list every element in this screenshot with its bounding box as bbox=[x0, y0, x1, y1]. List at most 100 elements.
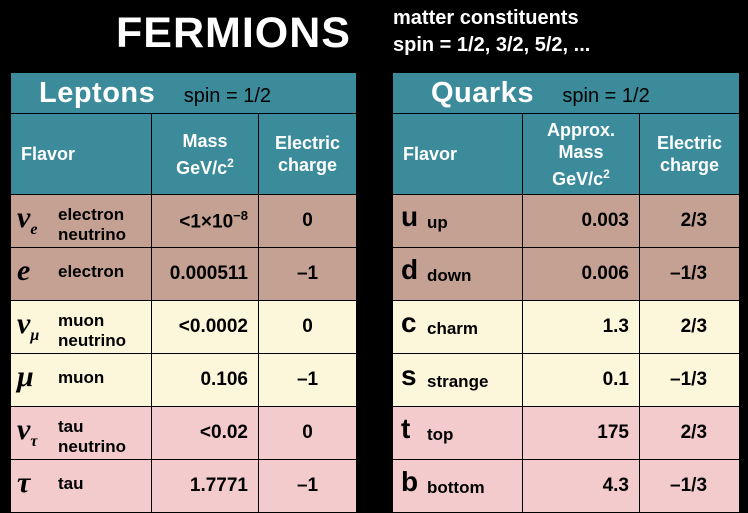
name-line2: neutrino bbox=[58, 331, 126, 350]
mass-value: 0.000511 bbox=[151, 247, 259, 301]
particle-symbol: μ bbox=[17, 360, 34, 393]
table-row: u up 0.003 2/3 bbox=[392, 194, 741, 248]
mass-value: 0.006 bbox=[522, 247, 640, 301]
column-header-mass: Mass GeV/c2 bbox=[151, 113, 259, 195]
table-row: νμ muon neutrino <0.0002 0 bbox=[10, 300, 358, 354]
quarks-column-headers: Flavor Approx. Mass GeV/c2 Electric char… bbox=[392, 113, 741, 195]
mass-value: <1×10−8 bbox=[151, 194, 259, 248]
mass-value: 1.7771 bbox=[151, 459, 259, 513]
name-line1: muon bbox=[58, 311, 105, 330]
leptons-section-header: Leptons spin = 1/2 bbox=[9, 72, 358, 114]
quark-symbol: d bbox=[401, 254, 419, 285]
symbol-sub: μ bbox=[30, 327, 40, 344]
particle-symbol: e bbox=[17, 254, 31, 287]
mass-value: 4.3 bbox=[522, 459, 640, 513]
charge-header-line1: Electric bbox=[656, 133, 723, 153]
charge-value: –1/3 bbox=[638, 459, 741, 513]
charge-value: –1 bbox=[257, 459, 358, 513]
quarks-spin: spin = 1/2 bbox=[562, 84, 650, 107]
column-header-charge: Electric charge bbox=[257, 113, 358, 195]
particle-symbol: τ bbox=[17, 466, 31, 499]
mass-value: 0.106 bbox=[151, 353, 259, 407]
symbol-sub: τ bbox=[30, 433, 38, 450]
quark-name: down bbox=[427, 266, 472, 285]
charge-header-line1: Electric bbox=[274, 133, 341, 153]
particle-name: electron neutrino bbox=[58, 205, 126, 245]
mass-value: 175 bbox=[522, 406, 640, 460]
quark-symbol: s bbox=[401, 360, 417, 391]
quark-name: charm bbox=[427, 319, 479, 338]
charge-value: –1 bbox=[257, 247, 358, 301]
charge-header-line2: charge bbox=[278, 155, 338, 175]
symbol-main: ν bbox=[17, 307, 31, 340]
subtitle-line-2: spin = 1/2, 3/2, 5/2, ... bbox=[393, 34, 591, 56]
name-line1: electron bbox=[58, 205, 125, 224]
quarks-section-header: Quarks spin = 1/2 bbox=[391, 72, 741, 114]
particle-name: electron bbox=[58, 262, 125, 281]
mass-header-line3: GeV/c bbox=[552, 168, 604, 189]
leptons-title: Leptons bbox=[39, 76, 156, 109]
quark-name: up bbox=[427, 213, 448, 232]
table-row: νe electron neutrino <1×10−8 0 bbox=[10, 194, 358, 248]
page-title: FERMIONS bbox=[116, 9, 351, 57]
quarks-title: Quarks bbox=[431, 76, 534, 109]
table-row: c charm 1.3 2/3 bbox=[392, 300, 741, 354]
mass-header-exp: 2 bbox=[603, 166, 610, 181]
charge-value: 2/3 bbox=[638, 194, 741, 248]
name-line2: neutrino bbox=[58, 437, 126, 456]
particle-name: muon neutrino bbox=[58, 311, 126, 351]
column-header-mass: Approx. Mass GeV/c2 bbox=[522, 113, 640, 195]
quark-symbol: c bbox=[401, 307, 417, 338]
table-row: t top 175 2/3 bbox=[392, 406, 741, 460]
table-row: e electron 0.000511 –1 bbox=[10, 247, 358, 301]
charge-header-line2: charge bbox=[660, 155, 720, 175]
mass-header-line2: Mass bbox=[558, 141, 604, 162]
table-row: τ tau 1.7771 –1 bbox=[10, 459, 358, 513]
column-header-flavor: Flavor bbox=[10, 113, 152, 195]
symbol-main: ν bbox=[17, 201, 31, 234]
quarks-table: Quarks spin = 1/2 Flavor Approx. Mass Ge… bbox=[391, 72, 741, 513]
symbol-sub: e bbox=[30, 221, 38, 238]
quark-name: top bbox=[427, 425, 454, 444]
mass-value: 0.003 bbox=[522, 194, 640, 248]
particle-name: tau bbox=[58, 474, 84, 493]
charge-value: 0 bbox=[257, 194, 358, 248]
leptons-table: Leptons spin = 1/2 Flavor Mass GeV/c2 El… bbox=[9, 72, 358, 513]
table-row: ντ tau neutrino <0.02 0 bbox=[10, 406, 358, 460]
mass-mantissa: <1×10 bbox=[179, 211, 234, 233]
charge-value: –1/3 bbox=[638, 353, 741, 407]
leptons-spin: spin = 1/2 bbox=[183, 84, 272, 107]
name-line1: tau bbox=[58, 417, 84, 436]
table-row: s strange 0.1 –1/3 bbox=[392, 353, 741, 407]
charge-value: 2/3 bbox=[638, 300, 741, 354]
mass-value: <0.0002 bbox=[151, 300, 259, 354]
particle-symbol: ντ bbox=[17, 413, 37, 451]
quark-symbol: u bbox=[401, 201, 419, 232]
particle-symbol: νe bbox=[17, 201, 37, 239]
table-row: d down 0.006 –1/3 bbox=[392, 247, 741, 301]
quark-name: strange bbox=[427, 372, 489, 391]
particle-name: muon bbox=[58, 368, 105, 387]
subtitle-line-1: matter constituents bbox=[393, 7, 579, 29]
charge-value: –1 bbox=[257, 353, 358, 407]
mass-value: 1.3 bbox=[522, 300, 640, 354]
charge-value: 2/3 bbox=[638, 406, 741, 460]
mass-value: 0.1 bbox=[522, 353, 640, 407]
quark-symbol: b bbox=[401, 466, 419, 497]
mass-exponent: −8 bbox=[233, 208, 248, 224]
quark-symbol: t bbox=[401, 413, 411, 444]
symbol-main: ν bbox=[17, 413, 31, 446]
mass-header-exp: 2 bbox=[227, 155, 234, 170]
table-row: μ muon 0.106 –1 bbox=[10, 353, 358, 407]
column-header-flavor: Flavor bbox=[392, 113, 523, 195]
charge-value: 0 bbox=[257, 406, 358, 460]
mass-header-line1: Approx. bbox=[546, 119, 615, 140]
name-line2: neutrino bbox=[58, 225, 126, 244]
particle-symbol: νμ bbox=[17, 307, 39, 345]
leptons-column-headers: Flavor Mass GeV/c2 Electric charge bbox=[10, 113, 358, 195]
table-row: b bottom 4.3 –1/3 bbox=[392, 459, 741, 513]
mass-header-line1: Mass bbox=[182, 130, 228, 151]
particle-name: tau neutrino bbox=[58, 417, 126, 457]
column-header-charge: Electric charge bbox=[638, 113, 741, 195]
charge-value: –1/3 bbox=[638, 247, 741, 301]
